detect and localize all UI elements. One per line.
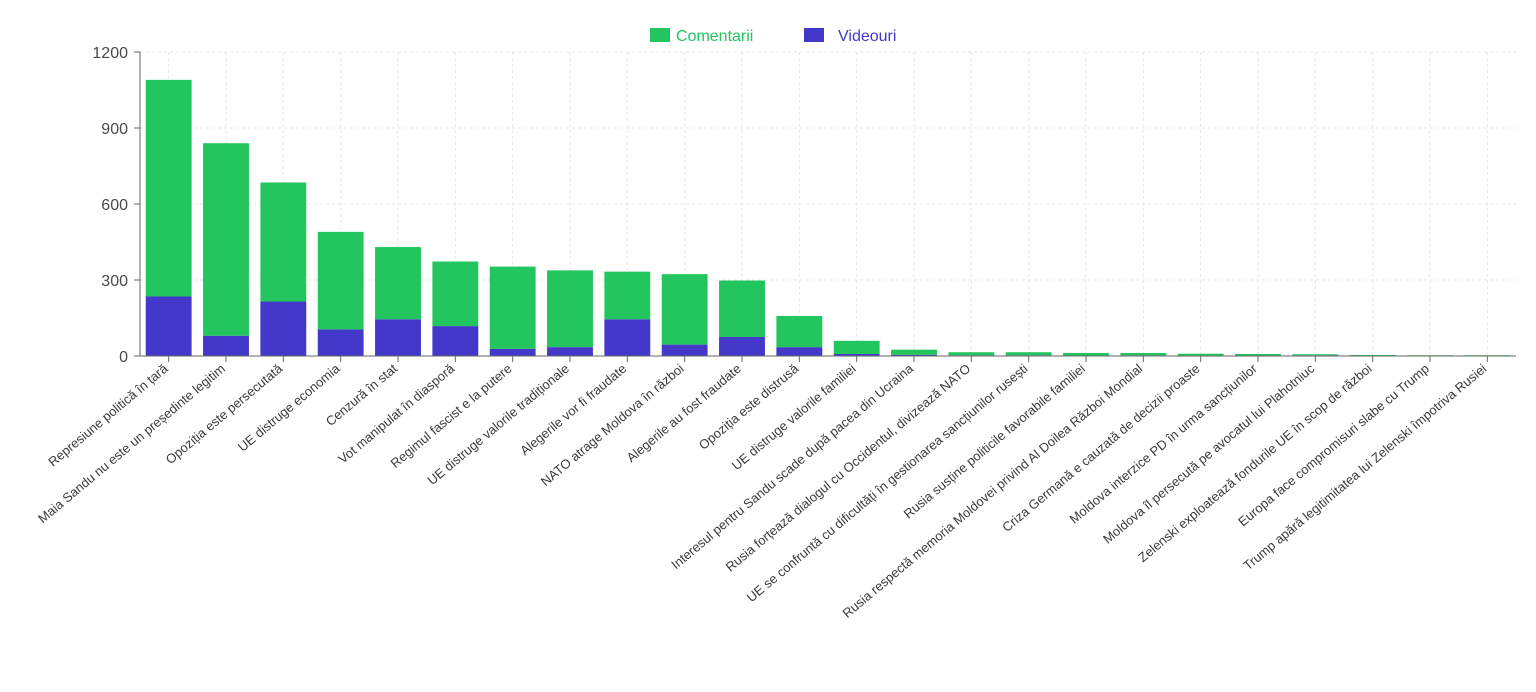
bar-videouri [604,319,651,356]
x-tick-label: Alegerile vor fi fraudate [517,361,629,458]
bar-comentarii [547,270,593,348]
bar-videouri [145,296,192,356]
legend: Comentarii Videouri [650,28,896,45]
bar-videouri [375,319,421,356]
bar-comentarii [1005,352,1052,356]
bar-videouri [833,353,880,356]
legend-label-comentarii: Comentarii [676,28,753,45]
bar-comentarii [891,349,937,355]
y-tick-label: 300 [101,273,128,290]
x-tick-label: Opoziția este persecutată [163,360,286,467]
bar-videouri [489,348,536,356]
bar-comentarii [604,271,651,320]
bar-comentarii [375,247,421,320]
legend-swatch-comentarii [650,28,670,42]
bar-comentarii [432,261,479,327]
y-tick-label: 900 [101,121,128,138]
bar-comentarii [719,280,765,337]
bar-comentarii [1292,354,1339,356]
legend-swatch-videouri [804,28,824,42]
bar-comentarii [661,274,708,345]
bar-videouri [719,337,765,356]
bar-videouri [547,347,593,356]
bar-videouri [776,347,823,356]
bar-comentarii [948,352,995,356]
x-tick-label: UE distruge economia [235,360,343,454]
y-tick-label: 600 [101,197,128,214]
bar-comentarii [489,266,536,349]
bar-comentarii [260,182,307,302]
y-tick-label: 1200 [92,45,128,62]
x-tick-label: Criza Germană e cauzată de decizii proas… [999,361,1202,535]
x-tick-label: Alegerile au fost fraudate [624,361,744,465]
legend-label-videouri: Videouri [838,28,896,45]
bar-comentarii [317,231,364,330]
bar-comentarii [1120,352,1167,356]
bar-comentarii [1177,353,1224,356]
bars [145,79,1511,356]
x-tick-label: Opoziția este distrusă [696,360,802,452]
bar-comentarii [1464,355,1511,356]
bar-videouri [260,301,307,356]
y-tick-label: 0 [119,349,128,366]
x-tick-label: Moldova îl persecută pe avocatul lui Pla… [1100,360,1318,546]
bar-videouri [317,329,364,356]
bar-comentarii [776,315,823,348]
bar-comentarii [203,143,249,336]
bar-comentarii [1235,353,1281,356]
bar-comentarii [833,340,880,354]
bar-videouri [203,335,249,356]
bar-videouri [432,326,479,356]
bar-videouri [661,344,708,356]
bar-comentarii [1063,352,1109,356]
bar-comentarii [145,79,192,297]
bar-videouri [891,354,937,356]
bar-comentarii [1407,355,1453,356]
bar-comentarii [1349,354,1396,356]
